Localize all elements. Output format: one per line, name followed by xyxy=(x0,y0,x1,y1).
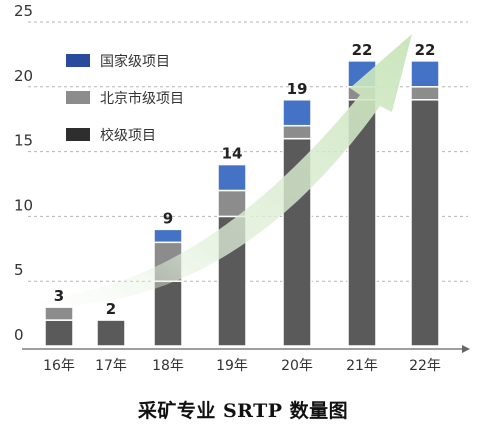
y-tick-15: 15 xyxy=(14,132,33,150)
bar-17年-校级项目 xyxy=(96,319,126,347)
y-tick-0: 0 xyxy=(14,326,24,344)
x-tick-19年: 19年 xyxy=(216,358,248,374)
bar-22年-校级项目 xyxy=(410,99,440,347)
bar-22年-北京市级项目 xyxy=(410,86,440,101)
bar-16年-北京市级项目 xyxy=(44,306,74,321)
legend-swatch-国家级项目 xyxy=(66,54,90,67)
x-tick-16年: 16年 xyxy=(43,358,75,374)
x-axis-ticks: 16年 17年 18年 19年 20年 21年 22年 xyxy=(43,358,441,374)
bar-19年-北京市级项目 xyxy=(217,189,247,218)
y-tick-5: 5 xyxy=(14,261,24,279)
total-label-19年: 14 xyxy=(222,145,243,163)
total-label-21年: 22 xyxy=(352,41,373,59)
y-axis-ticks: 0 5 10 15 20 25 xyxy=(14,2,33,344)
legend-swatch-校级项目 xyxy=(66,128,90,141)
legend-label-北京市级项目: 北京市级项目 xyxy=(100,90,184,107)
chart-title: 采矿专业 SRTP 数量图 xyxy=(137,400,349,422)
total-labels: 3 2 9 14 19 22 22 xyxy=(54,41,436,318)
bar-16年-校级项目 xyxy=(44,319,74,347)
total-label-16年: 3 xyxy=(54,287,64,305)
x-tick-18年: 18年 xyxy=(152,358,184,374)
trend-arrow-shape xyxy=(30,34,412,307)
y-tick-25: 25 xyxy=(14,2,33,20)
x-tick-17年: 17年 xyxy=(95,358,127,374)
bar-20年-国家级项目 xyxy=(282,99,312,127)
y-tick-10: 10 xyxy=(14,196,33,214)
y-tick-20: 20 xyxy=(14,67,33,85)
x-axis-arrowhead xyxy=(462,345,470,353)
x-tick-21年: 21年 xyxy=(346,358,378,374)
bar-22年-国家级项目 xyxy=(410,60,440,88)
x-tick-22年: 22年 xyxy=(409,358,441,374)
x-axis xyxy=(22,345,470,353)
trend-arrow xyxy=(30,34,412,307)
bar-18年-国家级项目 xyxy=(153,228,183,244)
legend-label-国家级项目: 国家级项目 xyxy=(100,53,170,70)
total-label-17年: 2 xyxy=(106,300,116,318)
bar-18年-校级项目 xyxy=(153,280,183,347)
total-label-20年: 19 xyxy=(287,80,308,98)
legend-label-校级项目: 校级项目 xyxy=(100,127,156,144)
bar-20年-北京市级项目 xyxy=(282,124,312,140)
legend-swatch-北京市级项目 xyxy=(66,91,90,104)
total-label-22年: 22 xyxy=(415,41,436,59)
bar-19年-国家级项目 xyxy=(217,163,247,192)
x-tick-20年: 20年 xyxy=(281,358,313,374)
total-label-18年: 9 xyxy=(163,209,173,227)
